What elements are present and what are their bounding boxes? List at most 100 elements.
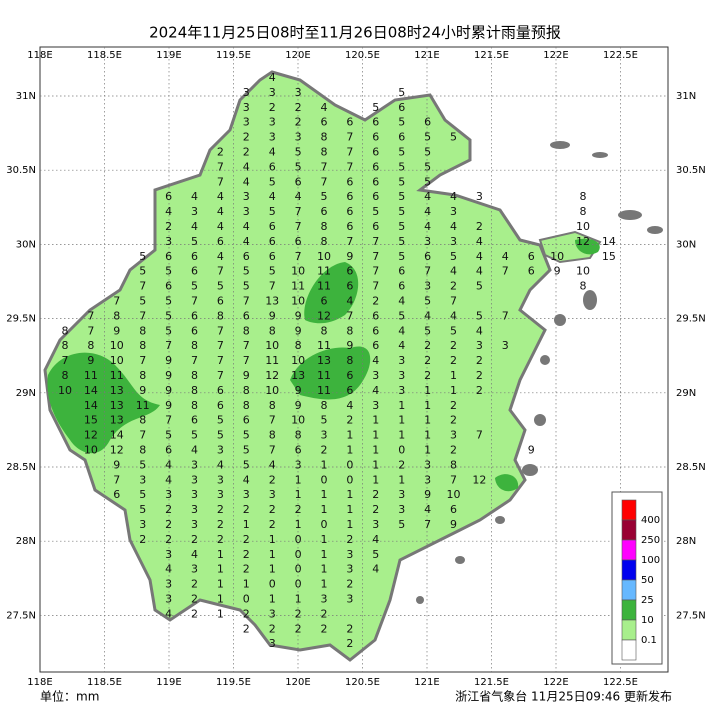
legend-label: 0.1 [641, 635, 657, 646]
y-label-right: 30.5N [676, 165, 706, 176]
station-value: 5 [372, 205, 379, 218]
station-value: 9 [424, 488, 431, 501]
x-label-bottom: 121E [414, 677, 439, 688]
station-value: 12 [265, 369, 279, 382]
station-value: 7 [269, 444, 276, 457]
station-value: 6 [191, 250, 198, 263]
station-value: 1 [450, 369, 457, 382]
station-value: 7 [450, 473, 457, 486]
station-value: 2 [217, 146, 224, 159]
station-value: 7 [424, 265, 431, 278]
legend-swatch [621, 539, 637, 561]
station-value: 8 [346, 354, 353, 367]
station-value: 3 [269, 116, 276, 129]
station-value: 5 [321, 414, 328, 427]
station-value: 2 [450, 280, 457, 293]
station-value: 6 [372, 175, 379, 188]
station-value: 7 [321, 160, 328, 173]
station-value: 9 [346, 250, 353, 263]
station-value: 11 [136, 399, 150, 412]
legend-label: 25 [641, 595, 654, 606]
station-value: 8 [191, 384, 198, 397]
station-value: 6 [424, 116, 431, 129]
station-value: 9 [346, 339, 353, 352]
station-value: 8 [139, 444, 146, 457]
station-value: 2 [243, 146, 250, 159]
station-value: 1 [346, 488, 353, 501]
station-value: 3 [165, 593, 172, 606]
station-value: 12 [317, 309, 331, 322]
station-value: 6 [398, 131, 405, 144]
station-value: 7 [139, 354, 146, 367]
station-value: 3 [295, 458, 302, 471]
station-value: 4 [346, 399, 353, 412]
station-value: 5 [450, 250, 457, 263]
station-value: 4 [269, 190, 276, 203]
station-value: 6 [191, 414, 198, 427]
y-label-left: 29N [16, 388, 36, 399]
station-value: 2 [165, 503, 172, 516]
station-value: 1 [295, 473, 302, 486]
station-value: 8 [217, 309, 224, 322]
station-value: 8 [295, 339, 302, 352]
station-value: 2 [269, 503, 276, 516]
heavy-rain-areas [47, 238, 600, 492]
station-value: 3 [191, 473, 198, 486]
station-value: 2 [346, 533, 353, 546]
station-value: 5 [165, 324, 172, 337]
station-value: 1 [295, 593, 302, 606]
station-value: 5 [398, 250, 405, 263]
station-value: 8 [139, 339, 146, 352]
station-value: 5 [165, 265, 172, 278]
station-value: 2 [243, 607, 250, 620]
station-value: 5 [217, 414, 224, 427]
station-value: 1 [372, 429, 379, 442]
station-value: 6 [217, 295, 224, 308]
station-value: 6 [165, 190, 172, 203]
station-value: 4 [165, 563, 172, 576]
station-value: 1 [321, 488, 328, 501]
station-value: 8 [243, 384, 250, 397]
station-value: 1 [372, 444, 379, 457]
station-value: 2 [346, 578, 353, 591]
station-value: 2 [398, 458, 405, 471]
legend-swatch [621, 519, 637, 541]
legend-label: 100 [641, 555, 660, 566]
station-value: 4 [424, 190, 431, 203]
station-value: 5 [398, 309, 405, 322]
station-value: 5 [476, 280, 483, 293]
station-value: 2 [450, 354, 457, 367]
station-value: 3 [269, 637, 276, 650]
station-value: 4 [243, 220, 250, 233]
station-value: 5 [269, 265, 276, 278]
station-value: 3 [191, 458, 198, 471]
station-value: 11 [317, 339, 331, 352]
station-value: 3 [243, 101, 250, 114]
legend-swatch [621, 579, 637, 601]
title: 2024年11月25日08时至11月26日08时24小时累计雨量预报 [149, 24, 561, 42]
station-value: 9 [269, 309, 276, 322]
station-value: 2 [191, 533, 198, 546]
station-value: 1 [295, 518, 302, 531]
station-value: 2 [217, 533, 224, 546]
station-value: 6 [191, 309, 198, 322]
station-value: 15 [602, 250, 616, 263]
station-value: 4 [372, 384, 379, 397]
station-value: 7 [243, 339, 250, 352]
grid [40, 47, 668, 672]
station-value: 8 [243, 399, 250, 412]
station-value: 2 [372, 295, 379, 308]
station-value: 13 [265, 295, 279, 308]
station-value: 3 [346, 593, 353, 606]
station-value: 3 [424, 473, 431, 486]
station-value: 1 [269, 533, 276, 546]
x-label-top: 120.5E [345, 50, 380, 61]
station-value: 1 [372, 414, 379, 427]
station-value: 1 [398, 414, 405, 427]
y-label-right: 28.5N [676, 462, 706, 473]
x-label-top: 122E [543, 50, 568, 61]
legend: 400 250 100 50 25 10 0.1 [611, 491, 663, 665]
legend-swatch [621, 559, 637, 581]
legend-label: 400 [641, 515, 660, 526]
station-value: 6 [269, 220, 276, 233]
